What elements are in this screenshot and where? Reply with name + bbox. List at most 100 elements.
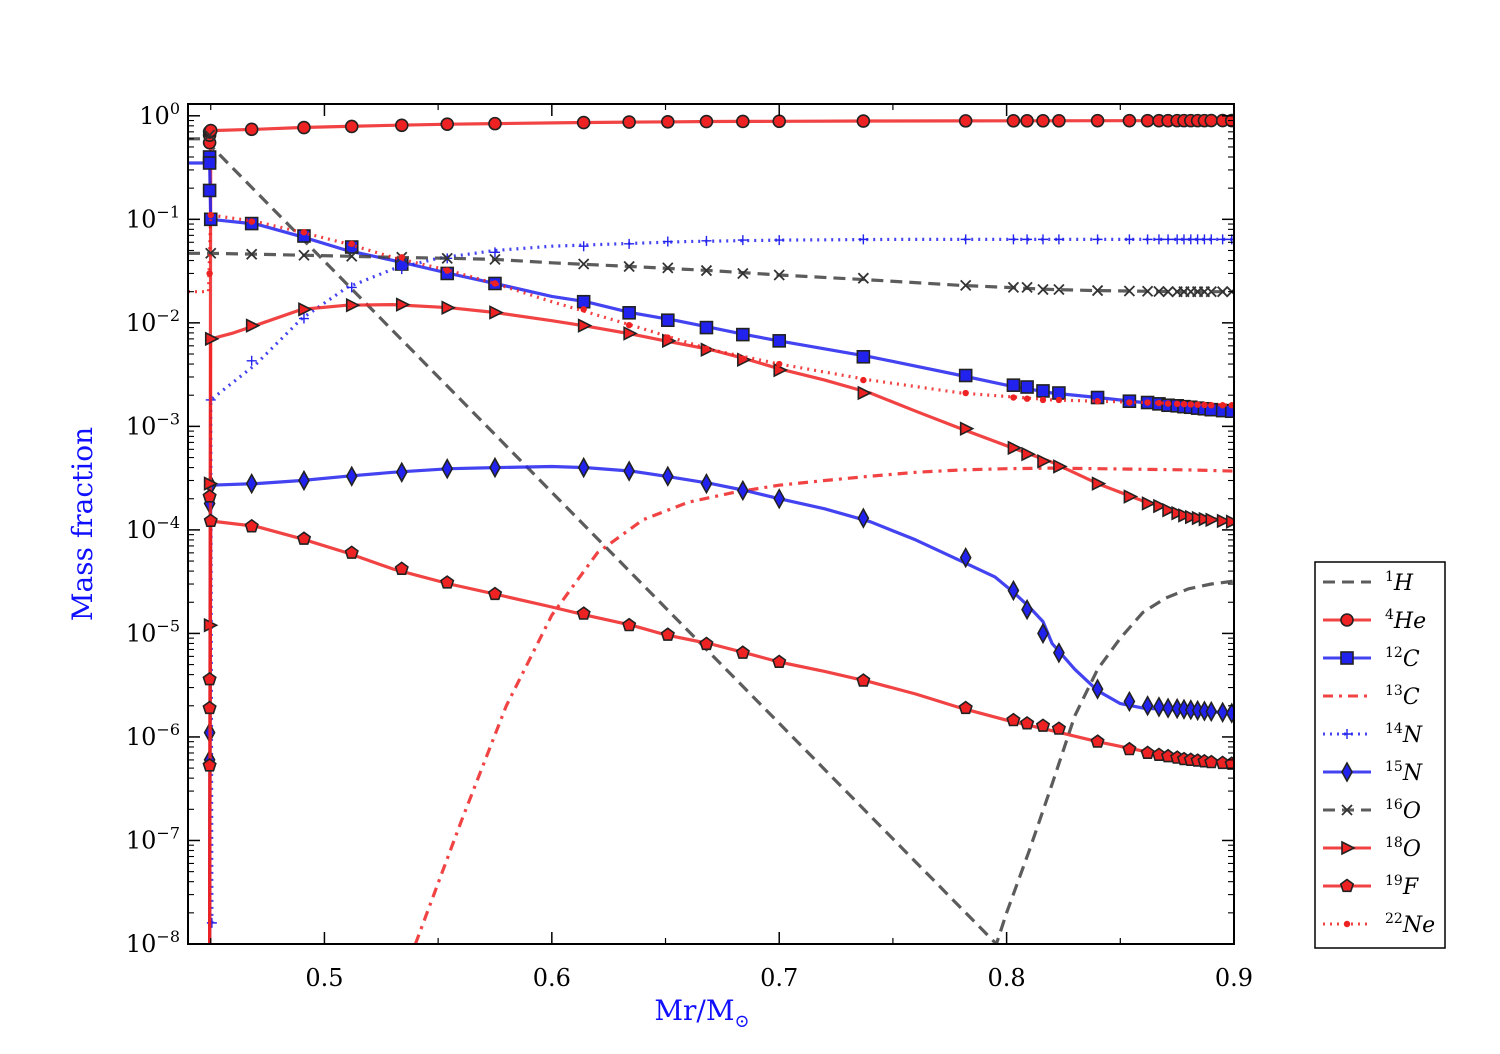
legend-box (1314, 561, 1446, 949)
data-point (1053, 283, 1065, 296)
series-layer (188, 113, 1234, 944)
data-point (860, 376, 867, 384)
data-point (1126, 399, 1133, 406)
data-point (958, 114, 973, 128)
x-tick-label: 0.7 (760, 964, 798, 992)
data-point (772, 334, 787, 348)
data-point (396, 264, 407, 275)
data-point (660, 313, 675, 328)
data-point (203, 513, 218, 528)
y-tick-label: 10−1 (126, 202, 180, 233)
data-point (394, 561, 409, 576)
data-point (772, 114, 787, 129)
data-point (202, 700, 217, 715)
legend-marker (1342, 729, 1352, 739)
legend-label: 16O (1385, 797, 1421, 824)
data-point (1194, 401, 1201, 408)
x-tick-label: 0.9 (1215, 964, 1253, 992)
data-point (737, 267, 749, 280)
data-point (701, 235, 712, 246)
data-point (1205, 286, 1217, 298)
data-point (1090, 113, 1105, 128)
data-point (207, 211, 214, 219)
series-line (413, 466, 1234, 944)
data-point (1006, 378, 1021, 392)
data-point (440, 575, 455, 589)
data-point (1053, 234, 1064, 245)
data-point (576, 606, 591, 620)
data-point (1023, 395, 1031, 402)
data-point (1007, 281, 1020, 294)
x-tick-label: 0.5 (305, 964, 343, 992)
axis-ticks: 0.5 0.6 0.7 0.8 0.9 100 10−1 10−2 10−3 10−4 10−5 10… (126, 99, 1253, 992)
series-13-c (413, 466, 1234, 944)
data-point (1204, 754, 1219, 769)
data-point (441, 458, 454, 480)
data-point (736, 114, 750, 129)
y-tick-label: 10−3 (126, 409, 180, 440)
series-line (208, 303, 1234, 944)
series-12-c (188, 150, 1234, 419)
legend-marker (1339, 878, 1355, 893)
data-point (298, 313, 309, 324)
data-point (1153, 285, 1165, 298)
data-point (1039, 396, 1047, 404)
data-point (441, 300, 457, 316)
data-point (624, 238, 635, 249)
data-point (489, 456, 501, 479)
x-axis-title: Mr/M⊙ (654, 994, 749, 1032)
data-point (1124, 234, 1135, 245)
legend-label: 15N (1385, 759, 1423, 786)
data-point (737, 235, 748, 246)
data-point (1216, 701, 1229, 723)
data-point (1006, 712, 1021, 727)
data-point (739, 355, 747, 362)
data-point (1225, 514, 1234, 529)
data-point (1184, 509, 1200, 525)
data-point (489, 247, 500, 258)
data-point (202, 671, 217, 686)
data-point (662, 262, 674, 274)
data-point (1007, 440, 1023, 456)
data-point (660, 627, 675, 641)
data-point (1092, 234, 1103, 245)
data-point (1153, 696, 1165, 718)
data-point (1178, 508, 1193, 523)
data-point (1036, 113, 1050, 128)
y-tick-label: 100 (139, 99, 180, 130)
data-point (576, 115, 591, 130)
data-point (1123, 285, 1136, 297)
data-point (1036, 384, 1050, 398)
data-point (1019, 716, 1035, 730)
data-point (1021, 446, 1036, 462)
data-point (1053, 459, 1068, 474)
data-point (856, 673, 871, 687)
data-point (298, 302, 313, 317)
data-point (1020, 113, 1034, 128)
data-point (398, 254, 405, 261)
legend-item: 15N (1323, 759, 1423, 786)
data-point (856, 114, 871, 128)
data-point (857, 385, 873, 401)
data-point (857, 507, 870, 529)
series-line (188, 161, 1234, 413)
series-line (209, 237, 1234, 923)
data-point (206, 270, 213, 277)
data-point (577, 318, 593, 333)
data-point (773, 269, 785, 281)
data-point (1219, 402, 1226, 409)
data-point (1122, 741, 1137, 756)
legend-label: 22Ne (1385, 911, 1435, 938)
data-point (1187, 401, 1194, 408)
data-point (1198, 511, 1214, 527)
data-point (580, 306, 587, 313)
legend-label: 12C (1385, 645, 1420, 672)
data-point (959, 421, 975, 436)
data-point (1141, 695, 1154, 717)
data-point (699, 320, 714, 335)
y-tick-label: 10−5 (126, 616, 180, 647)
legend-marker (1343, 920, 1351, 928)
series-4-he (202, 113, 1234, 944)
legend-item: 16O (1323, 797, 1421, 824)
